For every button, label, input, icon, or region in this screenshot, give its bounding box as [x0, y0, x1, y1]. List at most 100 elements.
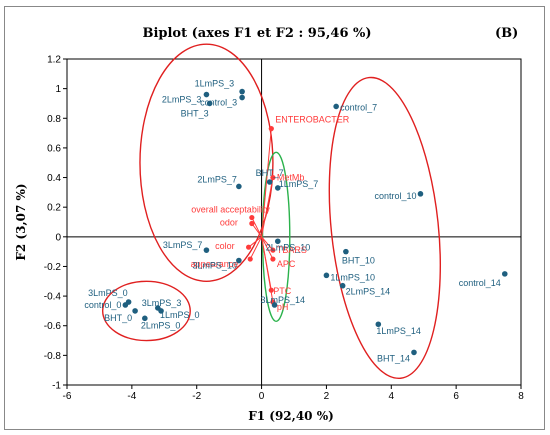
- y-tick-label: -0.4: [44, 292, 62, 303]
- observation-point-3lmps-10: [236, 257, 242, 264]
- vector-appearance: [249, 236, 263, 260]
- observation-point-2lmps-14: [339, 282, 346, 289]
- x-axis-title: F1 (92,40 %): [248, 409, 334, 423]
- vector-metmb: [261, 177, 274, 237]
- observation-point-1lmps-3: [239, 88, 245, 95]
- variable-point-apc: [270, 256, 276, 262]
- variable-point-tbars: [270, 247, 276, 253]
- observation-label-control-3: control_3: [200, 98, 237, 108]
- observation-point-1lmps-10: [323, 272, 330, 279]
- y-tick-label: 0.4: [47, 173, 61, 184]
- x-tick-label: 8: [518, 391, 524, 402]
- observation-point-2lmps-3: [203, 91, 210, 98]
- chart-title: Biplot (axes F1 et F2 : 95,46 %): [142, 26, 371, 41]
- variable-point-metmb: [270, 174, 276, 181]
- variable-label-appearance: appearance: [191, 259, 239, 269]
- observation-point-bht-7: [266, 179, 273, 185]
- variable-point-overall-acceptability: [249, 214, 255, 221]
- observation-point-bht-10: [343, 248, 349, 255]
- observation-label-control-14: control_14: [459, 278, 501, 288]
- group-ellipse-3: [328, 76, 442, 380]
- variable-label-enterobacter: ENTEROBACTER: [275, 115, 350, 125]
- observation-label-2lmps-14: 2LmPS_14: [346, 287, 391, 297]
- variable-label-apc: APC: [277, 259, 296, 269]
- observation-label-1lmps-7: 1LmPS_7: [279, 179, 319, 189]
- chart-frame: Biplot (axes F1 et F2 : 95,46 %) (B) F1 …: [4, 6, 545, 430]
- observation-point-2lmps-0: [142, 315, 148, 322]
- observation-label-2lmps-10: 2LmPS_10: [266, 242, 311, 252]
- observation-point-control-10: [417, 191, 424, 197]
- variable-label-tbars: TBARS: [277, 245, 307, 255]
- observation-point-control-0: [122, 302, 129, 308]
- biplot-chart: Biplot (axes F1 et F2 : 95,46 %) (B) F1 …: [14, 26, 524, 423]
- observation-label-bht-7: BHT_7: [256, 168, 284, 178]
- observation-point-2lmps-10: [274, 238, 281, 245]
- observation-label-control-7: control_7: [340, 102, 377, 112]
- group-ellipse-2: [101, 280, 191, 342]
- y-tick-label: 0.2: [47, 203, 61, 214]
- variable-label-color: color: [215, 241, 235, 251]
- observation-label-2lmps-0: 2LmPS_0: [141, 320, 181, 330]
- x-tick-label: 4: [389, 391, 395, 402]
- observation-label-3lmps-7: 3LmPS_7: [163, 240, 203, 250]
- y-tick-label: 0.6: [47, 143, 61, 154]
- variable-label-ptc: PTC: [273, 286, 292, 296]
- plot-area: -6 -4 -2 0 2 4 6 8 -1 -0.8 -0.6 -0.4 -0.2 0 0.2 0.4 0.6 0…: [44, 43, 524, 402]
- observation-point-bht-14: [411, 349, 417, 356]
- observation-point-1lmps-7: [274, 185, 281, 191]
- observation-label-1lmps-3: 1LmPS_3: [195, 79, 235, 89]
- observation-point-1lmps-14: [375, 321, 382, 328]
- x-tick-label: 6: [453, 391, 459, 402]
- variable-label-ph: pH: [277, 302, 289, 312]
- observation-label-control-10: control_10: [374, 191, 416, 201]
- y-tick-label: -0.6: [44, 321, 62, 332]
- y-tick-label: 1.2: [47, 55, 61, 66]
- observation-label-control-0: control_0: [84, 300, 121, 310]
- observation-point-3lmps-7: [203, 247, 210, 253]
- x-tick-label: -6: [63, 391, 72, 402]
- variable-point-odor: [249, 220, 255, 227]
- variable-label-overall-acceptability: overall acceptability: [191, 205, 270, 215]
- observation-label-3lmps-0: 3LmPS_0: [88, 288, 128, 298]
- panel-label: (B): [495, 26, 518, 41]
- observation-point-1lmps-0: [158, 308, 164, 314]
- observation-label-bht-14: BHT_14: [377, 353, 410, 363]
- x-tick-label: 2: [324, 391, 330, 402]
- observation-point-bht-0: [132, 308, 138, 314]
- x-tick-label: -2: [192, 391, 201, 402]
- observation-label-3lmps-14: 3LmPS_14: [261, 295, 306, 305]
- observation-point-control-3: [239, 94, 245, 101]
- y-tick-label: 0: [55, 232, 61, 243]
- vector-overall-acceptability: [251, 217, 263, 238]
- vector-ph: [261, 236, 274, 303]
- group-ellipse-1: [139, 43, 274, 282]
- variable-label-odor: odor: [220, 217, 238, 227]
- vector-odor: [251, 223, 262, 238]
- observation-point-3lmps-14: [271, 302, 278, 308]
- variable-point-enterobacter: [268, 126, 274, 132]
- observation-label-1lmps-10: 1LmPS_10: [330, 272, 375, 282]
- vector-apc: [261, 236, 274, 260]
- variable-point-appearance: [247, 256, 253, 262]
- observation-label-1lmps-0: 1LmPS_0: [160, 310, 200, 320]
- observation-label-3lmps-3: 3LmPS_3: [142, 298, 182, 308]
- observation-label-bht-3: BHT_3: [181, 108, 209, 118]
- observation-point-bht-3: [206, 100, 213, 107]
- observation-point-control-14: [501, 271, 508, 277]
- group-ellipse-4: [261, 151, 291, 322]
- variable-label-metmb: MetMb: [277, 173, 305, 183]
- y-tick-label: 1: [55, 84, 61, 95]
- observation-label-2lmps-7: 2LmPS_7: [197, 174, 237, 184]
- observation-label-1lmps-14: 1LmPS_14: [376, 326, 421, 336]
- vector-color: [248, 236, 262, 248]
- y-tick-label: -0.2: [44, 262, 62, 273]
- y-axis-title: F2 (3,07 %): [14, 183, 28, 260]
- observation-label-bht-10: BHT_10: [342, 256, 375, 266]
- observation-point-2lmps-7: [236, 183, 242, 190]
- observation-label-3lmps-10: 3LmPS_10: [192, 261, 237, 271]
- y-tick-label: -1: [52, 381, 61, 392]
- y-tick-label: 0.8: [47, 114, 61, 125]
- variable-point-color: [246, 244, 252, 250]
- y-tick-label: -0.8: [44, 351, 62, 362]
- vector-tbars: [261, 236, 274, 251]
